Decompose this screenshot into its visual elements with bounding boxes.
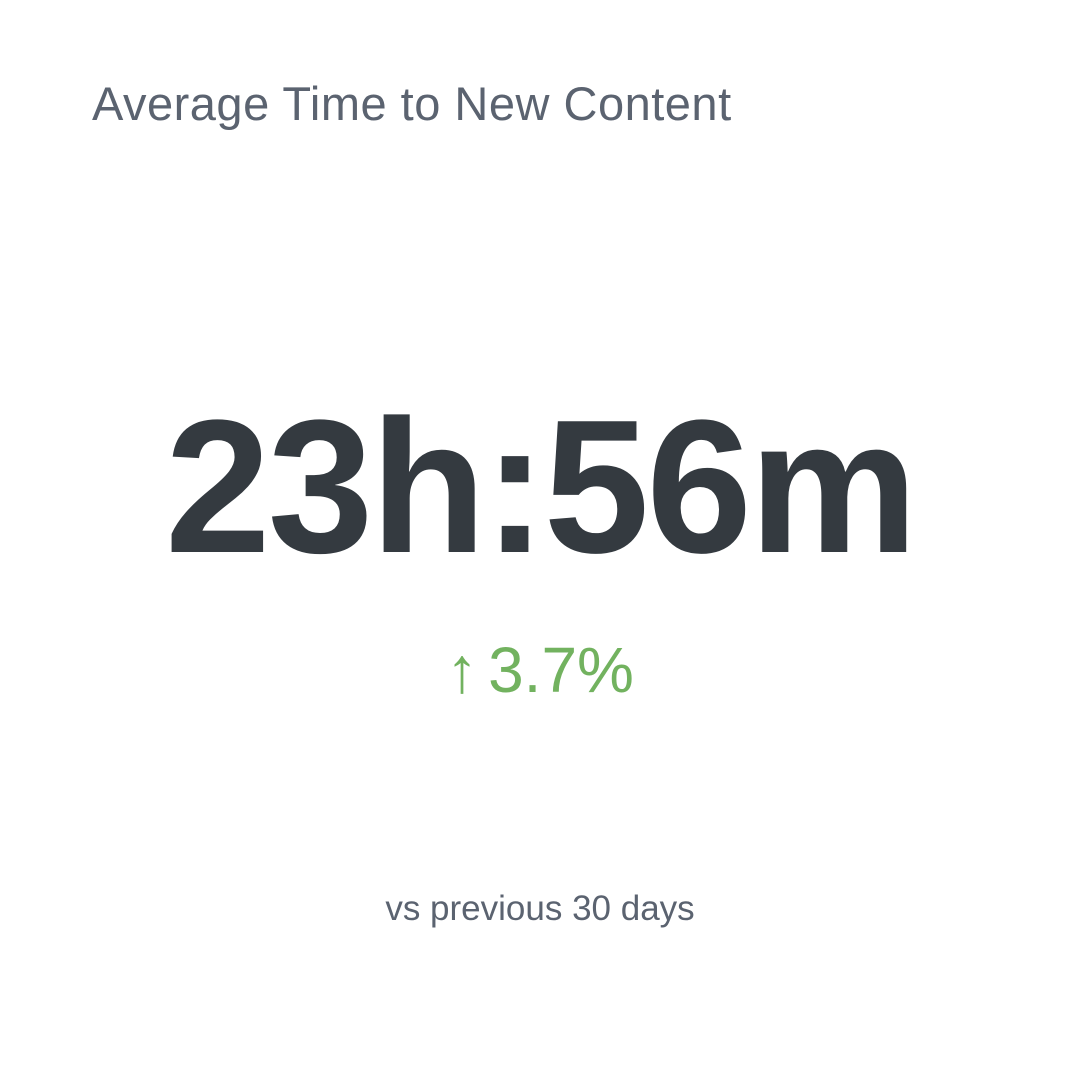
kpi-title: Average Time to New Content [92,77,732,130]
delta-value: 3.7% [488,634,634,706]
comparison-label: vs previous 30 days [385,889,695,928]
kpi-value: 23h:56m [165,381,918,593]
up-arrow-icon: ↑ [446,634,479,706]
delta-indicator: ↑ 3.7% [0,638,1080,702]
